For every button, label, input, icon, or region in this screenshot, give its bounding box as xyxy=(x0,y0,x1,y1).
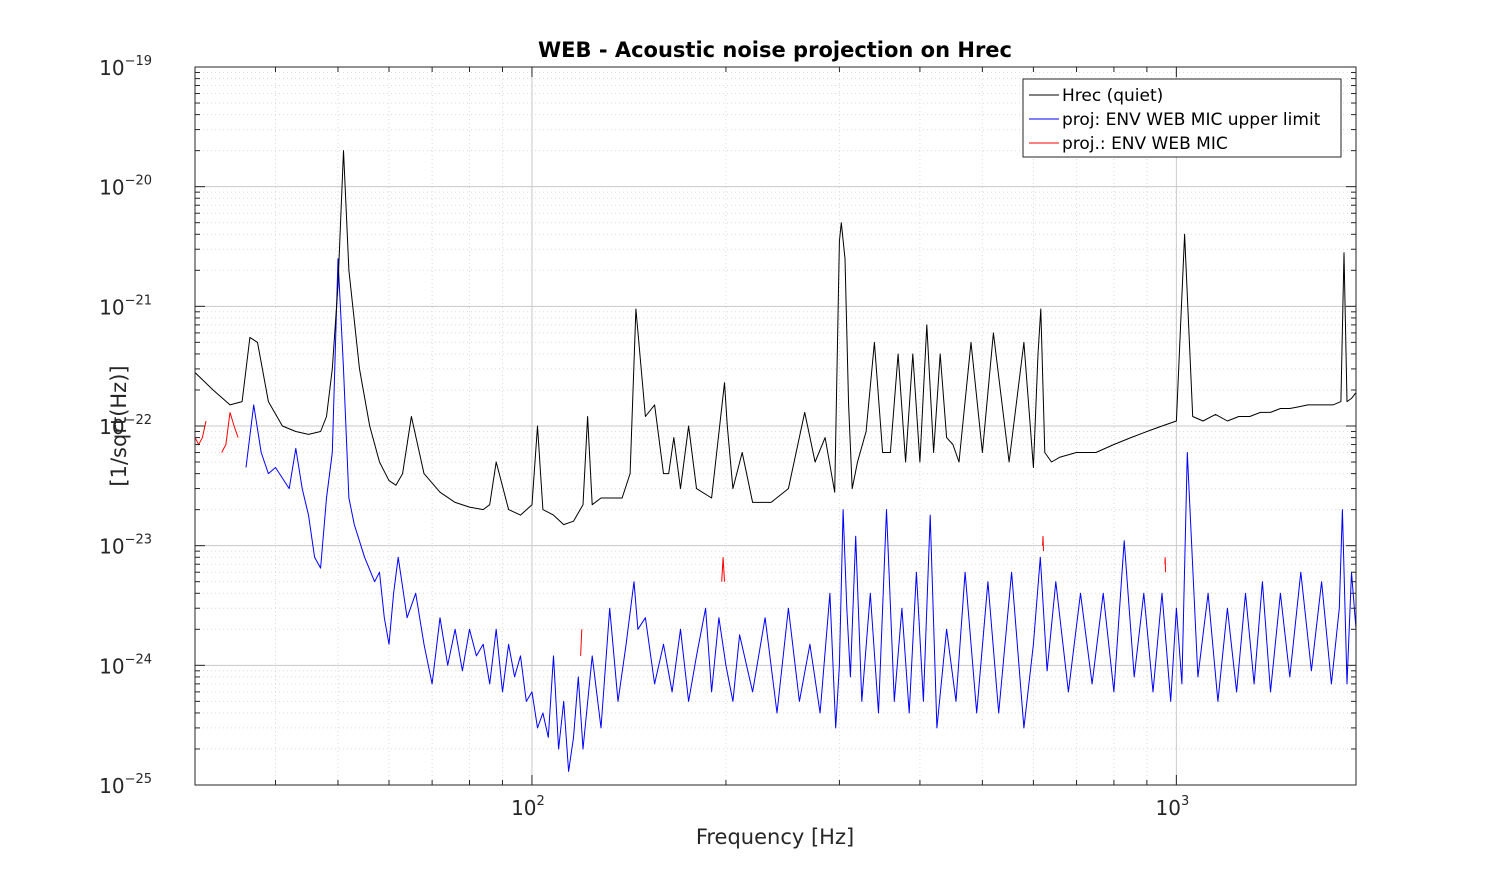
legend-label-projection: proj.: ENV WEB MIC xyxy=(1062,134,1228,154)
y-tick-label: 10−25 xyxy=(99,772,152,798)
legend-label-hrec: Hrec (quiet) xyxy=(1062,86,1163,106)
y-tick-label: 10−23 xyxy=(99,533,152,559)
series-projection-mic-line xyxy=(1042,536,1044,552)
series-hrec-quiet-line xyxy=(195,150,1356,526)
legend: Hrec (quiet) proj: ENV WEB MIC upper lim… xyxy=(1022,78,1342,158)
y-tick-label: 10−24 xyxy=(99,652,152,678)
y-tick-label: 10−22 xyxy=(99,413,152,439)
legend-label-upper-limit: proj: ENV WEB MIC upper limit xyxy=(1062,110,1321,130)
series-projection-mic-line xyxy=(1164,557,1166,573)
series-projection-mic-line xyxy=(221,412,239,453)
x-tick-label: 102 xyxy=(511,794,545,820)
y-tick-label: 10−19 xyxy=(99,54,152,80)
chart-title: WEB - Acoustic noise projection on Hrec xyxy=(538,38,1012,62)
series-projection-mic-line xyxy=(195,420,207,446)
x-tick-label: 103 xyxy=(1155,794,1189,820)
x-axis-label: Frequency [Hz] xyxy=(696,825,854,849)
y-tick-label: 10−21 xyxy=(99,293,152,319)
series-projection-mic-line xyxy=(721,557,725,582)
series-upper-limit-line xyxy=(245,258,1356,772)
y-tick-label: 10−20 xyxy=(99,174,152,200)
y-axis-label: [1/sqrt(Hz)] xyxy=(107,365,131,486)
series-projection-mic-line xyxy=(580,629,583,656)
